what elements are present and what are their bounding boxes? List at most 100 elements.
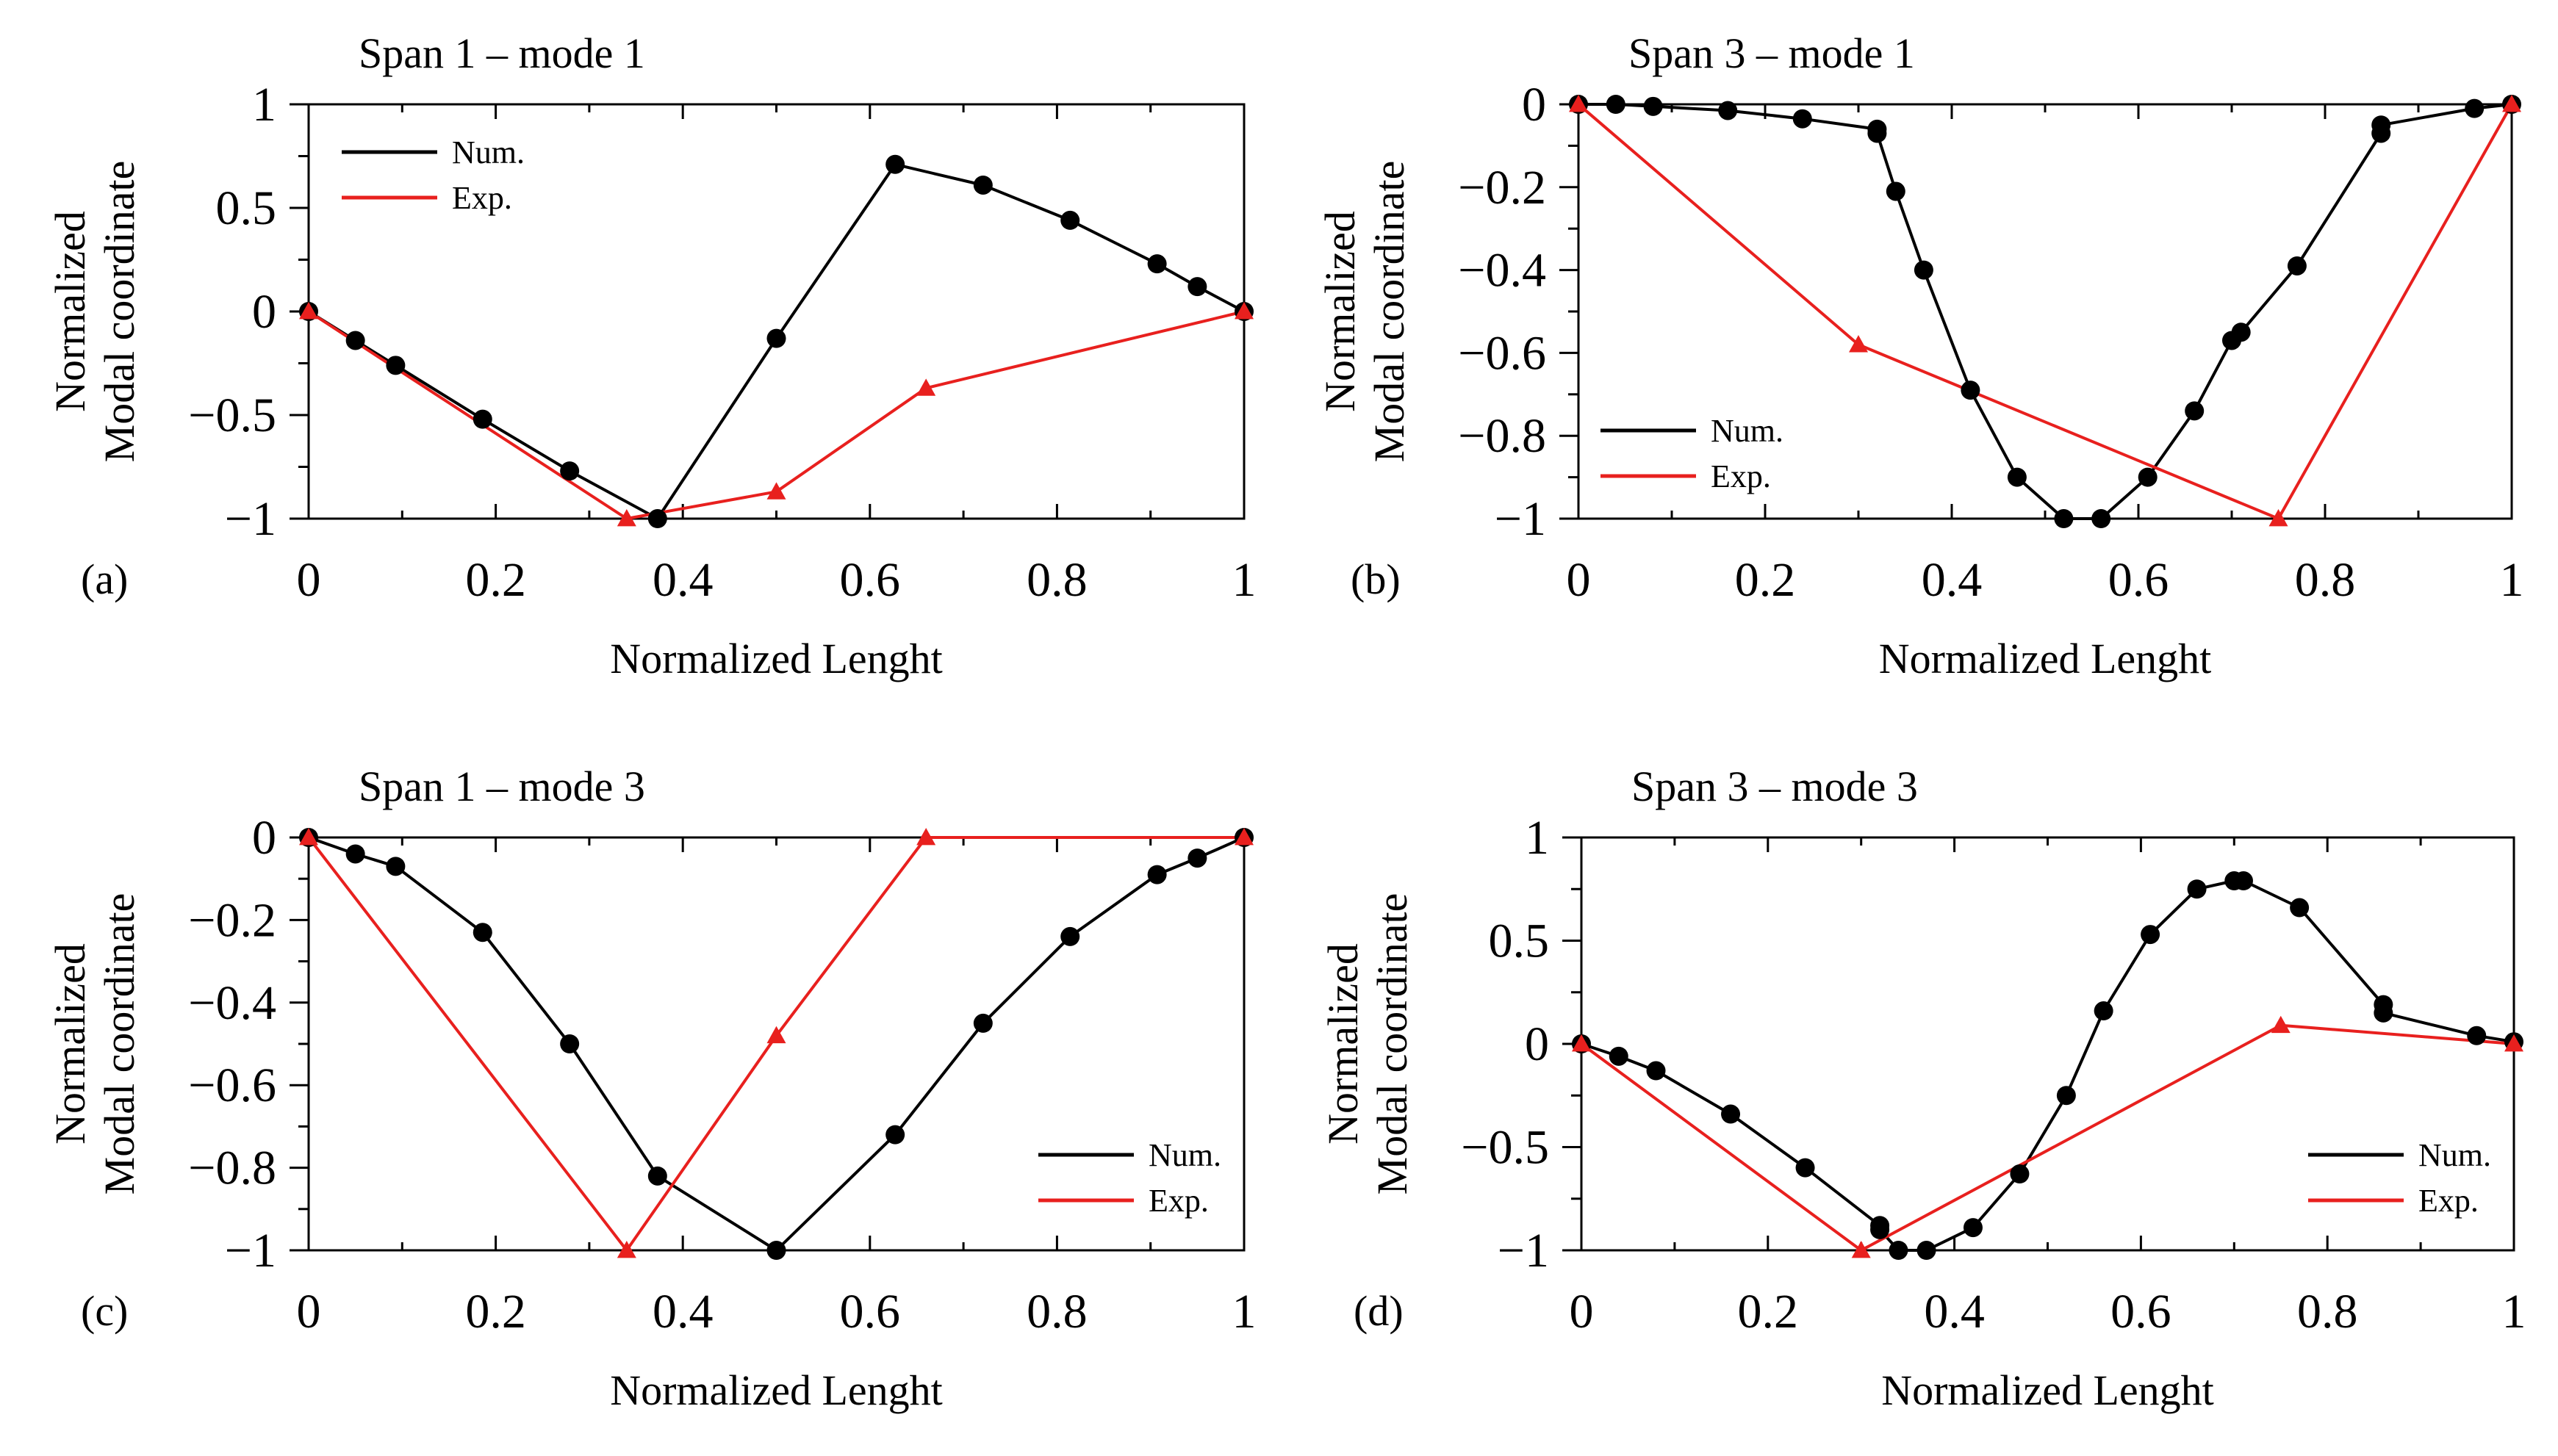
data-point-num — [885, 1125, 905, 1145]
data-point-num — [2187, 879, 2207, 899]
x-tick-label: 0.2 — [1735, 553, 1796, 607]
data-point-exp — [299, 828, 318, 846]
y-axis-title-line2: Modal coordinate — [96, 893, 143, 1195]
data-point-num — [2374, 1003, 2393, 1023]
x-tick-label: 0 — [1567, 553, 1591, 607]
y-tick-label: −0.5 — [188, 389, 276, 442]
y-tick-label: −0.8 — [1458, 409, 1546, 463]
x-tick-label: 1 — [2500, 553, 2524, 607]
data-point-exp — [2504, 1034, 2523, 1052]
y-tick-label: −1 — [225, 492, 276, 546]
data-point-num — [1889, 1241, 1908, 1260]
series-line-exp — [1580, 1023, 2515, 1252]
x-tick-label: 0.6 — [2110, 1285, 2171, 1338]
panel-title: Span 1 – mode 1 — [359, 29, 645, 77]
x-tick-label: 1 — [1232, 1285, 1257, 1338]
y-tick-label: 1 — [252, 78, 276, 131]
y-tick-label: −1 — [1498, 1224, 1549, 1277]
data-point-exp — [766, 482, 786, 500]
legend-label-num: Num. — [1711, 413, 1783, 449]
data-point-num — [1886, 181, 1905, 201]
data-point-exp — [617, 1241, 636, 1258]
data-point-num — [1963, 1218, 1983, 1238]
data-point-num — [2233, 871, 2253, 891]
x-tick-label: 0 — [297, 1285, 321, 1338]
data-point-num — [560, 461, 580, 481]
data-point-num — [1795, 1158, 1815, 1178]
legend-label-exp: Exp. — [2418, 1183, 2479, 1219]
data-point-num — [1606, 95, 1625, 114]
data-point-num — [1721, 1104, 1741, 1124]
data-point-num — [1147, 254, 1167, 274]
legend-label-exp: Exp. — [1149, 1183, 1209, 1219]
panel-title: Span 1 – mode 3 — [359, 763, 645, 810]
y-tick-label: −1 — [225, 1224, 276, 1277]
data-point-num — [345, 844, 365, 864]
data-point-num — [1870, 1219, 1890, 1239]
y-tick-label: 0 — [252, 285, 276, 339]
series-line-exp — [1577, 103, 2513, 520]
y-tick-label: 0 — [1525, 1017, 1549, 1071]
data-point-num — [2467, 1026, 2487, 1045]
x-tick-label: 0.2 — [1738, 1285, 1799, 1338]
data-point-exp — [1849, 335, 1868, 353]
data-point-exp — [1572, 1034, 1591, 1052]
x-axis-title: Normalized Lenght — [610, 1366, 943, 1414]
data-point-num — [1060, 210, 1080, 230]
data-point-exp — [1235, 828, 1254, 846]
y-tick-label: −0.4 — [1458, 244, 1546, 298]
y-tick-label: 0 — [1522, 78, 1546, 131]
y-tick-label: −0.2 — [188, 893, 276, 947]
y-axis-title-line1: Normalized — [1319, 943, 1367, 1145]
data-point-num — [1060, 926, 1080, 946]
data-point-num — [2141, 925, 2160, 945]
data-point-num — [1916, 1241, 1936, 1260]
y-tick-label: −1 — [1495, 492, 1546, 546]
data-point-num — [1147, 865, 1167, 884]
x-tick-label: 0.6 — [840, 1285, 901, 1338]
data-point-exp — [1569, 95, 1588, 112]
data-point-num — [473, 409, 492, 429]
legend: Num. Exp. — [342, 134, 525, 216]
panel-b: 0 0.2 0.4 0.6 0.8 1 0 −0.2 −0.4 −0.6 −0.8 −1 Span 3 … — [1316, 29, 2524, 682]
plot-frame — [307, 103, 1246, 520]
legend-label-exp: Exp. — [452, 180, 512, 216]
legend-label-num: Num. — [2418, 1137, 2491, 1173]
data-point-num — [647, 1166, 667, 1186]
series-line-num — [308, 836, 1245, 1252]
panel-label: (a) — [81, 555, 128, 603]
data-point-num — [2007, 467, 2027, 487]
data-point-exp — [1851, 1241, 1871, 1258]
data-point-num — [1961, 381, 1980, 400]
panel-label: (d) — [1354, 1287, 1404, 1335]
panel-c: 0 0.2 0.4 0.6 0.8 1 0 −0.2 −0.4 −0.6 −0.8 −1 Span 1 … — [46, 763, 1257, 1414]
data-point-exp — [299, 302, 318, 320]
data-point-num — [1609, 1046, 1628, 1066]
data-point-num — [2094, 1001, 2113, 1021]
data-point-num — [2010, 1164, 2030, 1184]
plot-frame — [1580, 836, 2515, 1252]
x-tick-label: 0.8 — [1027, 553, 1088, 607]
data-point-num — [1188, 848, 1207, 868]
panel-d: 0 0.2 0.4 0.6 0.8 1 1 0.5 0 −0.5 −1 Span 3 – mode 3… — [1319, 763, 2526, 1414]
data-point-exp — [2268, 509, 2288, 527]
data-point-num — [2056, 1086, 2076, 1106]
data-point-num — [1914, 260, 1933, 280]
data-point-num — [2231, 322, 2251, 342]
data-point-num — [2287, 256, 2307, 275]
y-tick-label: 1 — [1525, 811, 1549, 865]
data-point-num — [1718, 101, 1738, 120]
data-point-num — [766, 328, 786, 348]
x-tick-label: 0.4 — [1922, 553, 1983, 607]
panel-title: Span 3 – mode 3 — [1631, 763, 1918, 810]
legend-label-num: Num. — [452, 134, 525, 170]
plot-frame — [1577, 103, 2513, 520]
x-tick-label: 0.2 — [465, 553, 526, 607]
y-tick-label: −0.6 — [1458, 326, 1546, 380]
x-tick-label: 0.4 — [1924, 1285, 1985, 1338]
x-tick-label: 0.4 — [653, 1285, 714, 1338]
data-point-num — [885, 154, 905, 174]
data-point-num — [560, 1034, 580, 1053]
data-point-num — [766, 1241, 786, 1260]
